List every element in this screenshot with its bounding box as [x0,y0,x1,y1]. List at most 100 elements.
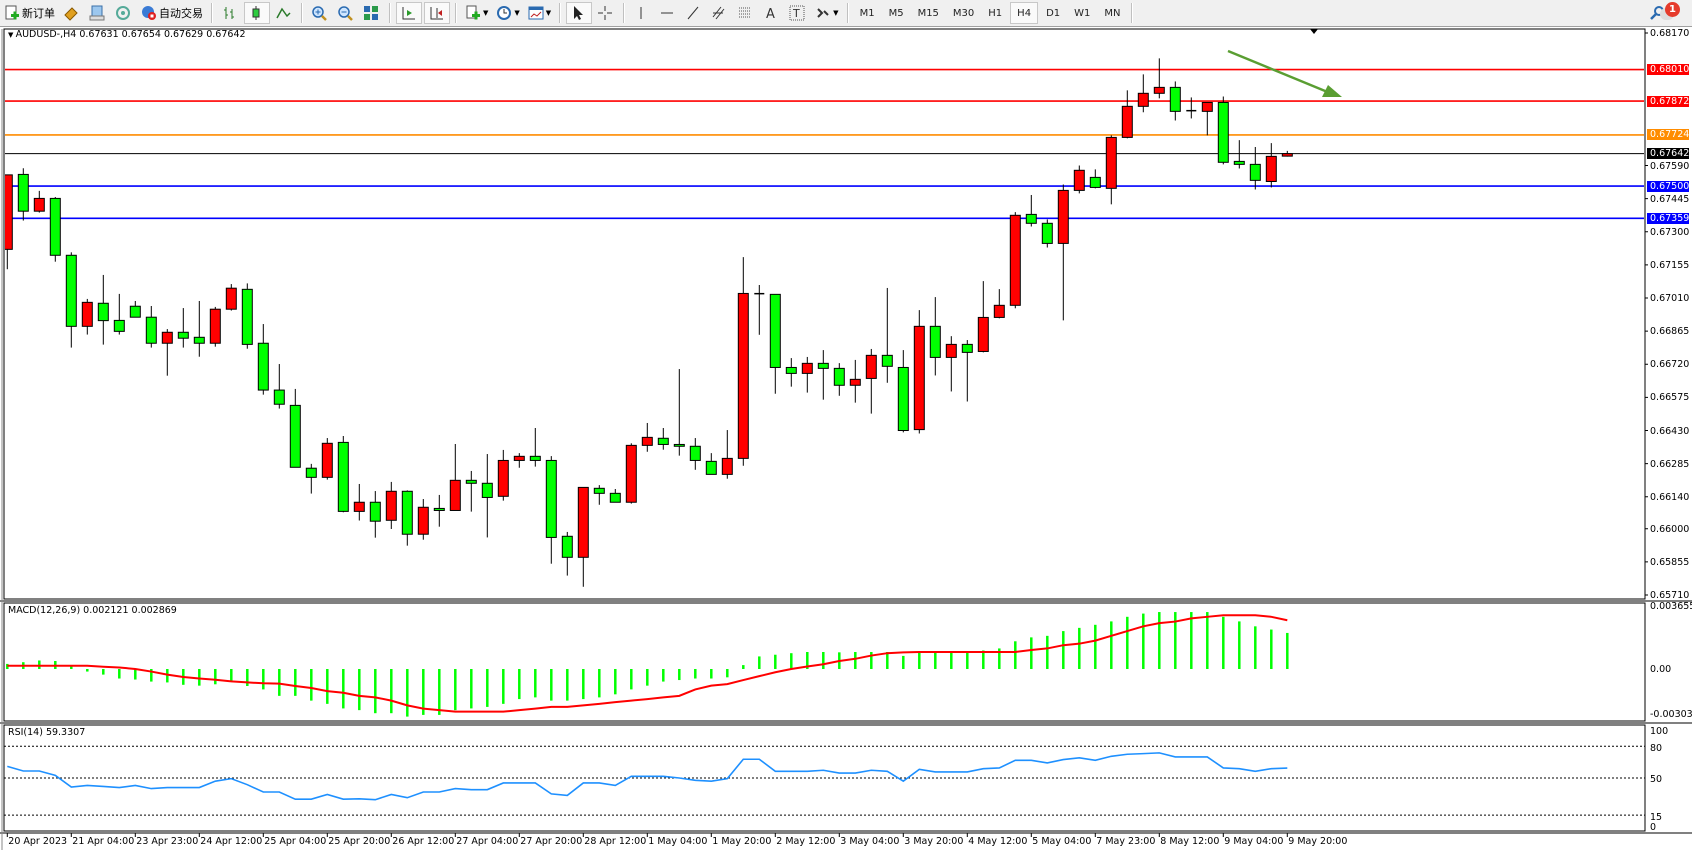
candle-body [353,501,365,512]
candle-body [625,444,637,503]
zoom-out-button[interactable] [334,2,358,24]
templates-button[interactable]: ▼ [525,2,554,24]
candle-body [785,366,797,374]
macd-axis-label: 0.003655 [1650,601,1692,612]
candle-body [337,441,349,512]
time-axis-label: 23 Apr 23:00 [136,836,199,847]
timeframe-h4[interactable]: H4 [1010,2,1039,24]
rsi-axis-label: 80 [1650,743,1663,754]
candle-body [801,362,813,374]
crosshair-button[interactable] [594,2,618,24]
timeframe-w1[interactable]: W1 [1074,7,1091,19]
time-axis-label: 20 Apr 2023 [8,836,68,847]
price-axis-label: 0.68170 [1650,28,1690,39]
candle-body [177,331,189,339]
time-axis-label: 1 May 04:00 [648,836,708,847]
chart-shift-icon [428,5,444,21]
price-axis-label: 0.66720 [1650,359,1690,371]
arrows-button[interactable]: ▼ [812,2,841,24]
timeframe-m5[interactable]: M5 [888,7,904,19]
horizontal-line-button[interactable] [656,2,680,24]
timeframe-mn[interactable]: MN [1104,7,1121,19]
tile-windows-button[interactable] [360,2,384,24]
text-label-icon: T [789,5,805,21]
zoom-in-button[interactable] [308,2,332,24]
text-label-button[interactable]: T [786,2,810,24]
text-button[interactable]: A [760,2,784,24]
auto-scroll-icon [400,5,416,21]
svg-text:T: T [792,7,800,20]
timeframe-m15[interactable]: M15 [917,7,939,19]
horizontal-line-icon [659,5,675,21]
timeframe-d1[interactable]: D1 [1046,7,1061,19]
candle-body [273,389,285,405]
price-axis-label: 0.67590 [1650,160,1690,172]
periods-button[interactable]: ▼ [493,2,522,24]
auto-trading-icon [141,5,157,21]
candle-body [305,467,317,478]
svg-text:A: A [766,7,775,21]
chart-header: ▼ AUDUSD-,H4 0.67631 0.67654 0.67629 0.6… [8,29,246,41]
auto-trading-button[interactable]: 自动交易 [138,2,206,24]
trendline-button[interactable] [682,2,706,24]
candle-body [977,316,989,352]
time-axis-label: 5 May 04:00 [1032,836,1092,847]
candle-body [641,436,653,446]
timeframe-m30[interactable]: M30 [952,7,975,19]
candle-body [897,366,909,432]
candle-body [465,479,477,484]
line-chart-button[interactable] [272,2,296,24]
gold-icon [63,5,79,21]
price-axis-label: 0.67445 [1650,193,1690,205]
time-axis-label: 26 Apr 12:00 [392,836,455,847]
candle-body [1009,214,1021,306]
candle-body [433,507,445,511]
indicators-button[interactable]: ▼ [462,2,491,24]
time-axis-label: 21 Apr 04:00 [72,836,135,847]
bar-chart-button[interactable] [218,2,242,24]
signals-button[interactable] [112,2,136,24]
price-axis-label: 0.66000 [1650,523,1690,535]
auto-scroll-button[interactable] [396,2,422,24]
rsi-axis-label: 50 [1650,774,1663,785]
candle-body [257,342,269,391]
candle-body [609,492,621,503]
timeframe-h1[interactable]: H1 [988,7,1003,19]
zoom-out-icon [337,5,353,21]
candlestick-button[interactable] [244,2,270,24]
candle-body [913,325,925,431]
candle-body [449,479,461,511]
time-axis-label: 25 Apr 04:00 [264,836,327,847]
candle-body [481,482,493,498]
time-axis-label: 1 May 20:00 [712,836,772,847]
templates-icon [528,5,544,21]
candle-body [689,445,701,461]
toolbar: 新订单 自动交易 ▼ ▼ ▼ A T ▼ M1 M5 M15 M30 H1 H4 D1 W1 M… [0,0,1692,27]
chevron-down-icon: ▼ [545,9,552,17]
terminal-icon [89,5,105,21]
auto-trading-label: 自动交易 [159,7,203,20]
time-axis-label: 4 May 12:00 [968,836,1028,847]
chart-shift-button[interactable] [424,2,450,24]
macd-label: MACD(12,26,9) 0.002121 0.002869 [8,605,177,616]
equidistant-channel-button[interactable] [708,2,732,24]
candle-body [161,331,173,344]
cursor-button[interactable] [566,2,593,24]
time-axis-label: 28 Apr 12:00 [584,836,647,847]
candle-body [945,343,957,358]
notification-badge[interactable]: 1 [1665,2,1680,17]
timeframe-m1[interactable]: M1 [859,7,875,19]
new-order-label: 新订单 [22,7,55,20]
price-level-tag: 0.67359 [1647,212,1689,224]
vertical-line-button[interactable] [630,2,654,24]
vertical-line-icon [633,5,649,21]
signals-icon [115,5,131,21]
timeframe-bar: M1 M5 M15 M30 H1 H4 D1 W1 MN [853,2,1128,24]
terminal-button[interactable] [86,2,110,24]
market-watch-button[interactable] [60,2,84,24]
crosshair-icon [597,5,613,21]
candle-body [1169,86,1181,112]
candle-body [1105,136,1117,189]
new-order-button[interactable]: 新订单 [1,2,58,24]
